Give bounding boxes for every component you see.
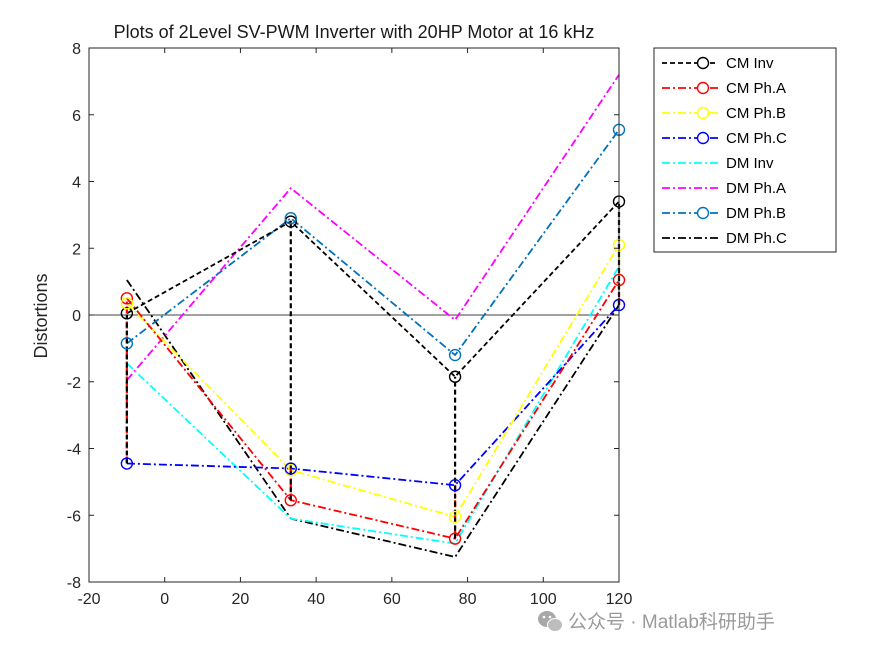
legend-label-dm-ph-a: DM Ph.A (726, 180, 786, 197)
x-tick-label: -20 (77, 591, 100, 608)
marker-cm-ph-c (120, 457, 134, 470)
legend-marker-cm-ph-c (696, 131, 710, 145)
y-tick-label: -8 (67, 575, 81, 592)
series-line-cm-ph-a (126, 279, 620, 540)
y-tick-label: 2 (72, 241, 81, 258)
watermark-text: 公众号 · Matlab科研助手 (568, 611, 775, 633)
marker-cm-inv (284, 215, 297, 228)
legend: CM Inv CM Ph.A CM Ph.B CM Ph.C DM Inv DM Ph.A… (653, 47, 837, 253)
marker-layer (120, 123, 626, 545)
legend-marker-cm-inv (696, 56, 710, 70)
legend-box (653, 47, 837, 253)
marker-cm-ph-c (284, 462, 297, 475)
marker-dm-ph-b (284, 212, 297, 225)
x-tick-label: 100 (530, 591, 557, 608)
legend-label-cm-ph-c: CM Ph.C (726, 130, 787, 147)
x-tick-label: 20 (232, 591, 250, 608)
marker-cm-inv (120, 307, 134, 320)
series-line-dm-inv (126, 266, 620, 545)
x-tick-label: 40 (307, 591, 325, 608)
y-tick-label: 4 (72, 175, 81, 192)
y-tick-label: -6 (67, 508, 81, 525)
marker-cm-ph-a (120, 292, 134, 305)
series-layer (126, 74, 620, 559)
legend-marker-cm-ph-a (696, 81, 710, 95)
marker-dm-ph-b (120, 337, 134, 350)
marker-cm-inv (448, 370, 462, 383)
marker-dm-ph-b (448, 348, 462, 362)
series-line-cm-inv (126, 200, 620, 378)
marker-cm-ph-b (448, 510, 462, 524)
series-line-dm-ph-a (126, 74, 620, 381)
legend-label-cm-ph-b: CM Ph.B (726, 105, 786, 122)
legend-label-dm-inv: DM Inv (726, 155, 774, 172)
x-tick-label: 60 (383, 591, 401, 608)
legend-label-dm-ph-b: DM Ph.B (726, 205, 786, 222)
marker-cm-ph-b (120, 297, 134, 310)
watermark: 公众号 · Matlab科研助手 (538, 611, 775, 633)
y-tick-label: 0 (72, 308, 81, 325)
marker-cm-ph-a (448, 532, 462, 545)
chart-title: Plots of 2Level SV-PWM Inverter with 20H… (114, 22, 595, 42)
series-line-cm-ph-b (126, 244, 620, 518)
y-tick-label: 8 (72, 41, 81, 58)
y-axis-label: Distortions (31, 273, 51, 358)
legend-label-dm-ph-c: DM Ph.C (726, 230, 787, 247)
y-tick-label: 6 (72, 108, 81, 125)
wechat-icon (538, 611, 563, 632)
legend-marker-cm-ph-b (696, 106, 710, 120)
x-tick-label: 80 (459, 591, 477, 608)
legend-marker-dm-ph-b (696, 206, 710, 220)
legend-label-cm-inv: CM Inv (726, 55, 774, 72)
series-line-dm-ph-b (126, 129, 620, 357)
marker-cm-ph-a (284, 494, 297, 507)
x-tick-label: 120 (606, 591, 633, 608)
series-line-cm-ph-c (126, 304, 620, 487)
y-tick-label: -2 (67, 375, 81, 392)
marker-cm-ph-c (448, 479, 462, 492)
legend-label-cm-ph-a: CM Ph.A (726, 80, 786, 97)
y-tick-label: -4 (67, 442, 81, 459)
x-tick-label: 0 (160, 591, 169, 608)
